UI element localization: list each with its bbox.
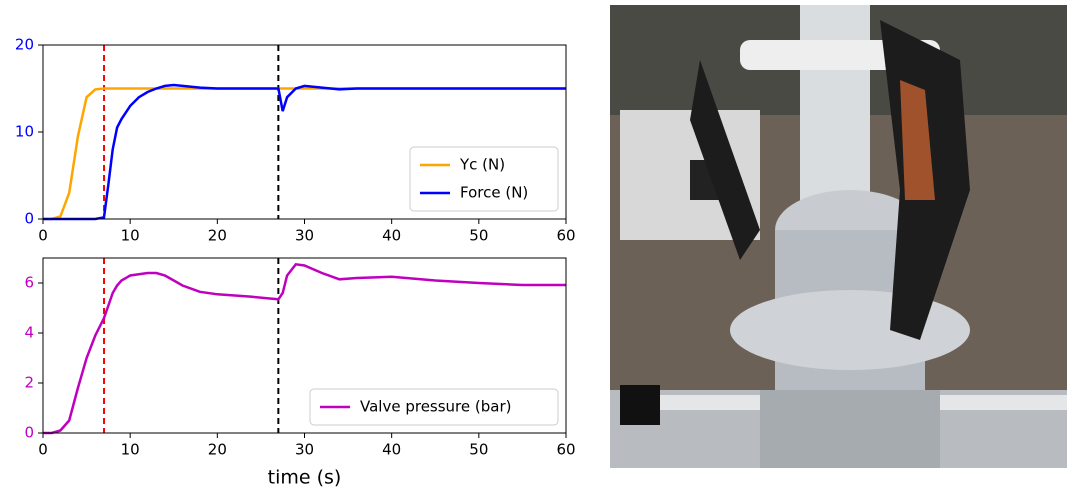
- x-tick-label: 20: [208, 441, 227, 459]
- plot-frame: [42, 257, 567, 434]
- legend-label: Yc (N): [459, 156, 505, 174]
- x-tick-label: 30: [295, 441, 314, 459]
- x-tick-label: 20: [208, 227, 227, 245]
- x-tick-label: 60: [556, 441, 575, 459]
- photo: [610, 5, 1067, 468]
- y-tick-label: 2: [24, 374, 34, 392]
- plot-frame: [42, 44, 567, 220]
- y-tick-label: 4: [24, 324, 34, 342]
- y-tick-label: 20: [15, 36, 34, 54]
- y-tick-label: 0: [24, 210, 34, 228]
- legend-box: [309, 388, 559, 426]
- x-tick-label: 50: [469, 227, 488, 245]
- series-line: [43, 262, 566, 435]
- x-tick-label: 0: [38, 441, 48, 459]
- x-tick-label: 10: [121, 227, 140, 245]
- x-tick-label: 0: [38, 227, 48, 245]
- legend-box: [409, 146, 559, 212]
- x-tick-label: 40: [382, 227, 401, 245]
- y-tick-label: 10: [15, 123, 34, 141]
- subplot: 0 10 20 0 10 20 30 40 50 60 Yc (N) Force (N): [15, 36, 576, 245]
- x-axis-label: time (s): [268, 467, 342, 489]
- legend: Valve pressure (bar): [309, 388, 559, 426]
- legend-label: Valve pressure (bar): [360, 398, 511, 416]
- x-tick-label: 50: [469, 441, 488, 459]
- x-tick-label: 30: [295, 227, 314, 245]
- legend: Yc (N) Force (N): [409, 146, 559, 212]
- x-tick-label: 10: [121, 441, 140, 459]
- legend-label: Force (N): [460, 184, 528, 202]
- y-tick-label: 6: [24, 274, 34, 292]
- y-tick-label: 0: [24, 424, 34, 442]
- x-tick-label: 40: [382, 441, 401, 459]
- x-tick-label: 60: [556, 227, 575, 245]
